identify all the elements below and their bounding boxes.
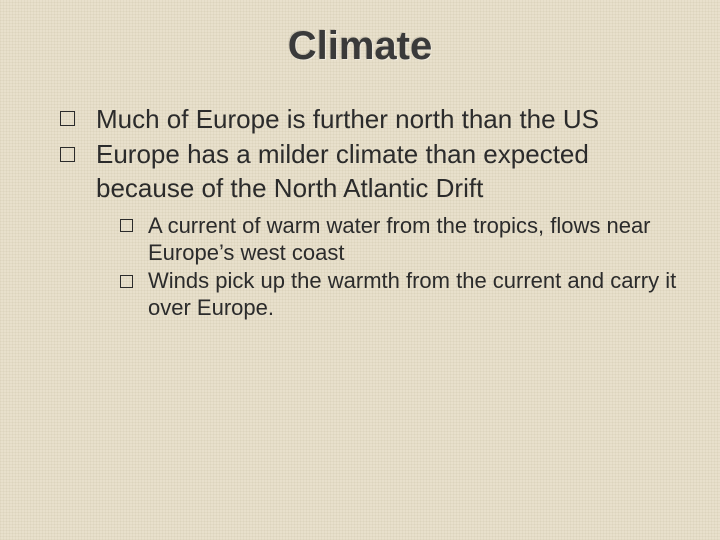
- bullet-list: Much of Europe is further north than the…: [40, 103, 680, 322]
- list-item: Winds pick up the warmth from the curren…: [120, 268, 680, 322]
- list-item: Much of Europe is further north than the…: [60, 103, 680, 136]
- slide-title: Climate: [40, 24, 680, 69]
- slide-container: Climate Much of Europe is further north …: [0, 0, 720, 540]
- sub-bullet-list: A current of warm water from the tropics…: [96, 213, 680, 322]
- bullet-text: Europe has a milder climate than expecte…: [96, 139, 589, 202]
- list-item: A current of warm water from the tropics…: [120, 213, 680, 267]
- bullet-text: Much of Europe is further north than the…: [96, 104, 599, 134]
- list-item: Europe has a milder climate than expecte…: [60, 138, 680, 322]
- sub-bullet-text: A current of warm water from the tropics…: [148, 213, 651, 265]
- sub-bullet-text: Winds pick up the warmth from the curren…: [148, 268, 676, 320]
